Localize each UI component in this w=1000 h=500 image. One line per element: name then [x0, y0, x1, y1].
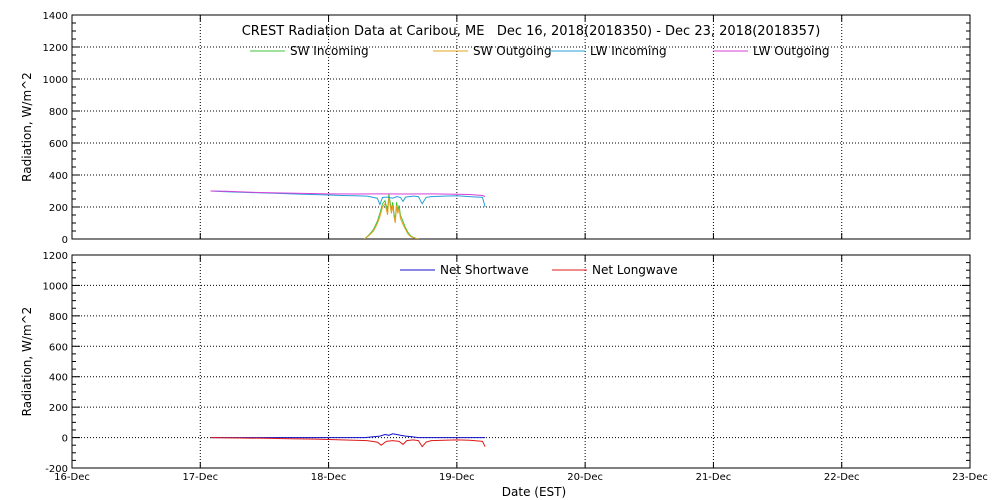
y-tick-label: -200 [45, 464, 68, 475]
y-tick-label: 600 [49, 139, 68, 150]
x-tick-label: 20-Dec [567, 472, 603, 483]
x-tick-label: 23-Dec [952, 472, 988, 483]
y-tick-label: 200 [49, 403, 68, 414]
y-axis-label: Radiation, W/m^2 [20, 307, 34, 417]
series-line-lw-incoming [210, 190, 486, 208]
y-tick-label: 400 [49, 373, 68, 384]
chart-title: CREST Radiation Data at Caribou, ME Dec … [242, 24, 821, 39]
y-tick-label: 1200 [43, 251, 68, 262]
legend-label: SW Outgoing [473, 44, 552, 58]
x-tick-label: 16-Dec [54, 472, 90, 483]
y-tick-label: 1400 [43, 11, 68, 22]
y-tick-label: 600 [49, 342, 68, 353]
x-tick-label: 19-Dec [439, 472, 475, 483]
series-line-net-shortwave [210, 433, 486, 439]
series-line-net-longwave [210, 437, 486, 448]
y-tick-label: 1000 [43, 75, 68, 86]
y-tick-label: 1000 [43, 281, 68, 292]
legend-label: LW Incoming [590, 44, 667, 58]
x-tick-label: 18-Dec [311, 472, 347, 483]
x-tick-label: 17-Dec [182, 472, 218, 483]
y-tick-label: 1200 [43, 43, 68, 54]
series-line-lw-outgoing [210, 190, 486, 198]
plot-frame-2 [71, 254, 971, 469]
y-tick-label: 200 [49, 203, 68, 214]
y-axis-label: Radiation, W/m^2 [20, 72, 34, 182]
x-tick-label: 22-Dec [824, 472, 860, 483]
y-tick-label: 800 [49, 312, 68, 323]
y-tick-label: 0 [62, 434, 68, 445]
y-tick-label: 400 [49, 171, 68, 182]
legend-label: Net Shortwave [440, 263, 529, 277]
legend-label: Net Longwave [592, 263, 678, 277]
y-tick-label: 800 [49, 107, 68, 118]
series-line-sw-outgoing [364, 197, 419, 239]
x-axis-label: Date (EST) [502, 485, 566, 499]
x-tick-label: 21-Dec [696, 472, 732, 483]
legend-label: LW Outgoing [753, 44, 830, 58]
legend-label: SW Incoming [290, 44, 369, 58]
y-tick-label: 0 [62, 235, 68, 246]
